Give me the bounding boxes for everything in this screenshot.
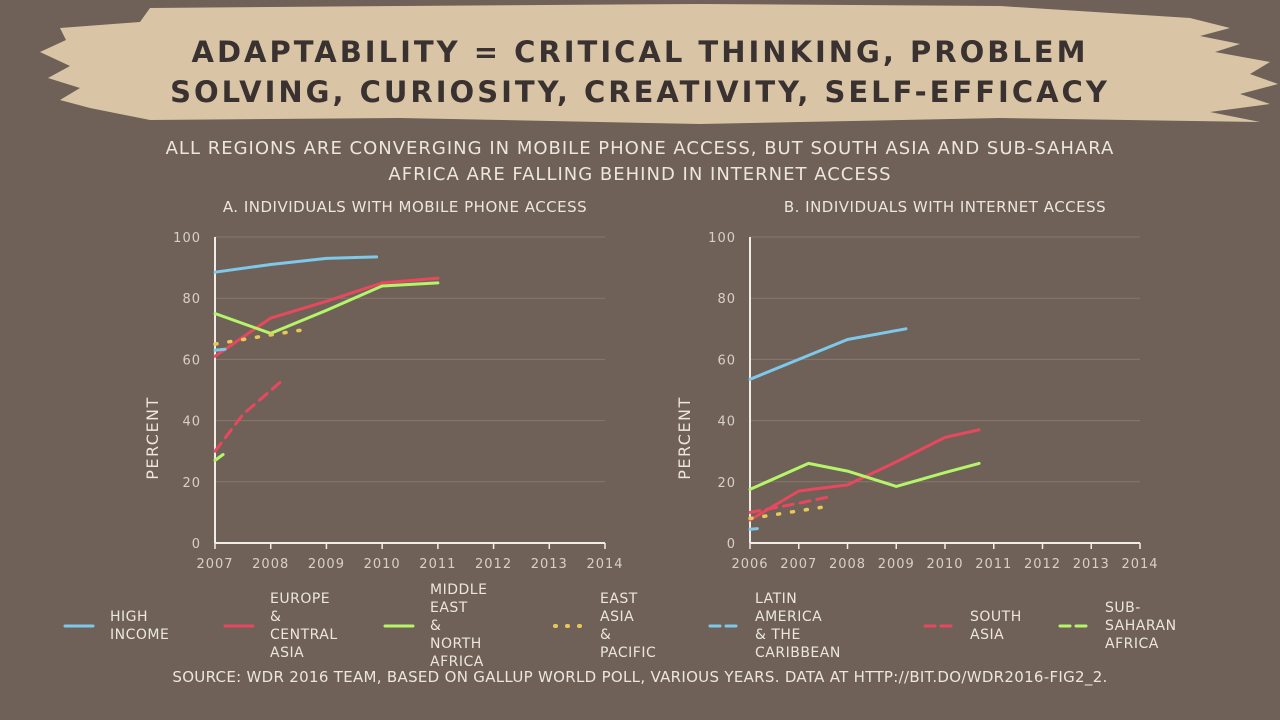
y-tick-label: 0 xyxy=(727,537,736,552)
subtitle-line-1: ALL REGIONS ARE CONVERGING IN MOBILE PHO… xyxy=(165,138,1115,159)
legend-swatch xyxy=(383,624,415,628)
legend-swatch xyxy=(63,624,95,628)
series-line-middle-east-north-africa xyxy=(213,281,440,335)
title-line-2: SOLVING, CURIOSITY, CREATIVITY, SELF-EFF… xyxy=(170,75,1110,109)
y-tick-label: 0 xyxy=(192,537,201,552)
x-tick-label: 2006 xyxy=(731,557,768,572)
series-line-east-asia-pacific xyxy=(213,327,312,346)
title-line-1: ADAPTABILITY = CRITICAL THINKING, PROBLE… xyxy=(191,35,1089,69)
x-tick-label: 2007 xyxy=(196,557,233,572)
title-brush-banner xyxy=(40,4,1278,124)
series-line-latin-america-caribbean xyxy=(748,527,759,531)
legend-label: SUB-SAHARAN AFRICA xyxy=(1105,600,1177,652)
y-tick-label: 60 xyxy=(182,353,201,368)
x-tick-label: 2014 xyxy=(586,557,623,572)
series-line-europe-central-asia xyxy=(748,428,981,522)
legend-label: SOUTH ASIA xyxy=(970,609,1022,643)
legend-swatch xyxy=(1058,624,1090,628)
x-tick-label: 2008 xyxy=(829,557,866,572)
subtitle-line-2: AFRICA ARE FALLING BEHIND IN INTERNET AC… xyxy=(388,164,892,185)
y-tick-label: 60 xyxy=(717,353,736,368)
series-line-east-asia-pacific xyxy=(748,504,830,521)
source-note: SOURCE: WDR 2016 TEAM, BASED ON GALLUP W… xyxy=(172,668,1108,686)
y-tick-label: 20 xyxy=(182,476,201,491)
y-tick-label: 20 xyxy=(717,476,736,491)
x-tick-label: 2010 xyxy=(364,557,401,572)
legend-label-wrap: HIGH INCOME xyxy=(110,598,169,654)
series-line-middle-east-north-africa xyxy=(748,461,981,491)
x-tick-label: 2009 xyxy=(878,557,915,572)
series-line-south-asia xyxy=(213,379,284,453)
y-tick-label: 80 xyxy=(717,292,736,307)
chart-subtitle: ALL REGIONS ARE CONVERGING IN MOBILE PHO… xyxy=(140,136,1140,188)
y-tick-label: 40 xyxy=(182,415,201,430)
charts-canvas: 0 20 40 60 80 100 2007 2008 2009 2010 2011 2012 2013… xyxy=(143,231,1158,572)
x-tick-label: 2008 xyxy=(252,557,289,572)
legend-swatch xyxy=(708,624,740,628)
chart-panel-a: 0 20 40 60 80 100 2007 2008 2009 2010 2011 2012 2013… xyxy=(143,231,623,572)
series-line-sub-saharan-africa xyxy=(213,452,225,462)
panel-a-title: A. INDIVIDUALS WITH MOBILE PHONE ACCESS xyxy=(222,198,588,216)
x-tick-label: 2011 xyxy=(975,557,1012,572)
x-tick-label: 2013 xyxy=(1073,557,1110,572)
series-line-europe-central-asia xyxy=(213,276,440,358)
legend-label: LATIN AMERICA & THE CARIBBEAN xyxy=(755,591,841,661)
legend-label-wrap: MIDDLE EAST & NORTH AFRICA xyxy=(430,582,487,670)
legend: HIGH INCOME EUROPE & CENTRAL ASIA MIDDLE E… xyxy=(55,582,1235,670)
legend-label-wrap: SOUTH ASIA xyxy=(970,598,1022,654)
legend-label-wrap: SUB-SAHARAN AFRICA xyxy=(1105,598,1177,654)
legend-swatch xyxy=(923,624,955,628)
x-tick-label: 2014 xyxy=(1121,557,1158,572)
series-line-high-income xyxy=(748,327,908,381)
x-tick-label: 2012 xyxy=(1024,557,1061,572)
legend-label: EUROPE & CENTRAL ASIA xyxy=(270,591,338,661)
x-tick-label: 2013 xyxy=(531,557,568,572)
legend-label-wrap: LATIN AMERICA & THE CARIBBEAN xyxy=(755,591,841,661)
x-tick-label: 2011 xyxy=(419,557,456,572)
x-tick-label: 2007 xyxy=(780,557,817,572)
legend-label: HIGH INCOME xyxy=(110,609,170,643)
legend-label: MIDDLE EAST & NORTH AFRICA xyxy=(430,582,488,670)
x-tick-label: 2010 xyxy=(926,557,963,572)
y-axis-label: PERCENT xyxy=(143,396,162,480)
series-line-south-asia xyxy=(748,495,830,514)
x-tick-label: 2012 xyxy=(475,557,512,572)
y-axis-label: PERCENT xyxy=(675,396,694,480)
series-line-latin-america-caribbean xyxy=(213,347,234,352)
legend-label-wrap: EUROPE & CENTRAL ASIA xyxy=(270,591,338,661)
series-line-high-income xyxy=(213,255,379,274)
legend-label-wrap: EAST ASIA & PACIFIC xyxy=(600,591,656,661)
legend-swatch xyxy=(223,624,255,628)
y-tick-label: 100 xyxy=(708,231,736,246)
legend-swatch xyxy=(553,624,585,628)
y-tick-label: 40 xyxy=(717,415,736,430)
x-tick-label: 2009 xyxy=(308,557,345,572)
page-title: ADAPTABILITY = CRITICAL THINKING, PROBLE… xyxy=(0,32,1280,112)
legend-label: EAST ASIA & PACIFIC xyxy=(600,591,657,661)
panel-b-title: B. INDIVIDUALS WITH INTERNET ACCESS xyxy=(783,198,1107,216)
y-tick-label: 80 xyxy=(182,292,201,307)
y-tick-label: 100 xyxy=(173,231,201,246)
chart-panel-b: 0 20 40 60 80 100 2006 2007 2008 2009 2010 2011 2012… xyxy=(675,231,1158,572)
